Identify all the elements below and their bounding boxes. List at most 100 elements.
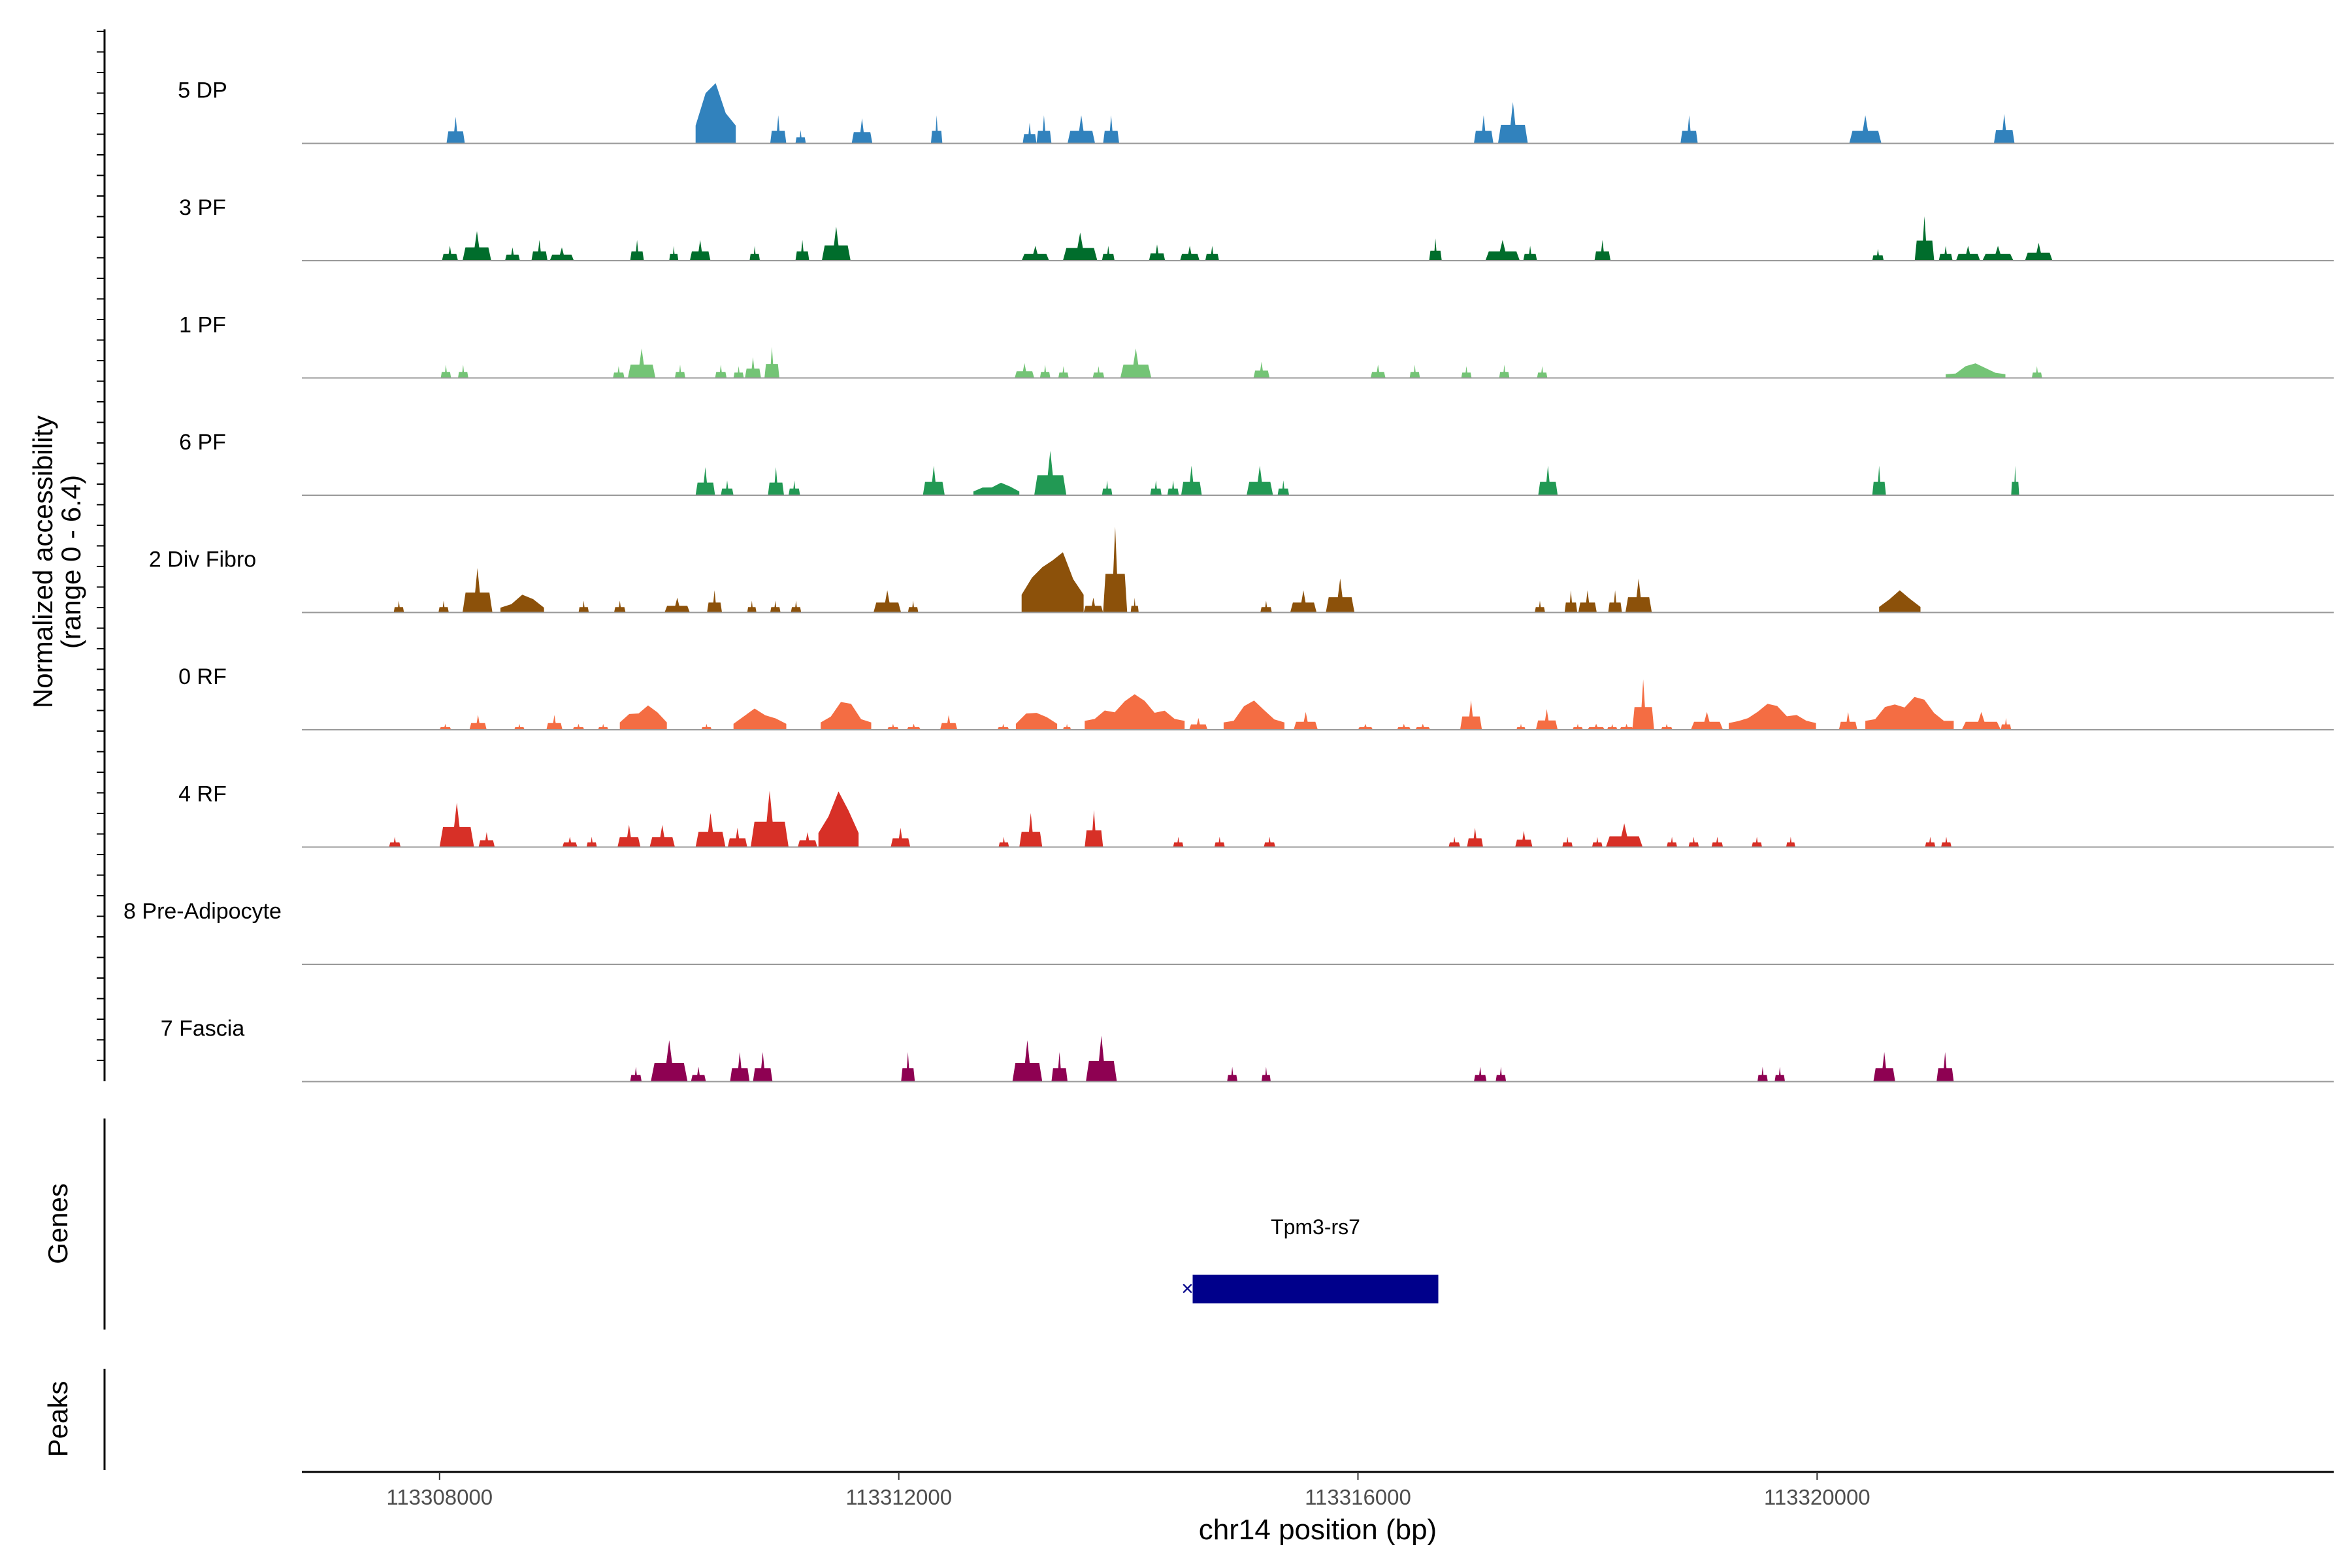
coverage-peak bbox=[795, 240, 809, 261]
coverage-peak bbox=[901, 1052, 915, 1082]
x-axis-ticks: 113308000 113312000 113316000 113320000 bbox=[386, 1472, 1870, 1509]
coverage-peak bbox=[1181, 465, 1202, 495]
coverage-peak bbox=[630, 1066, 642, 1082]
coverage-peak bbox=[1564, 590, 1578, 613]
coverage-peak bbox=[669, 246, 679, 261]
coverage-peak bbox=[1516, 723, 1526, 730]
coverage-peak bbox=[701, 723, 712, 730]
coverage-peak bbox=[1523, 246, 1537, 261]
coverage-peak bbox=[1051, 1052, 1068, 1082]
coverage-peak bbox=[2011, 465, 2019, 495]
gene-body bbox=[1192, 1275, 1439, 1303]
coverage-peak bbox=[1015, 713, 1058, 730]
track-label: 7 Fascia bbox=[161, 1017, 245, 1041]
coverage-peak bbox=[1474, 1066, 1487, 1082]
coverage-peak bbox=[1661, 723, 1673, 730]
coverage-peak bbox=[887, 723, 899, 730]
coverage-peak bbox=[617, 825, 641, 847]
coverage-peak bbox=[751, 791, 789, 847]
coverage-peak bbox=[1460, 700, 1482, 730]
coverage-peak bbox=[1578, 590, 1597, 613]
coverage-peak bbox=[1149, 244, 1166, 261]
coverage-peak bbox=[1495, 1066, 1507, 1082]
strand-arrow-icon: × bbox=[1181, 1277, 1194, 1300]
coverage-peak bbox=[1036, 115, 1052, 144]
coverage-peak bbox=[1022, 122, 1037, 144]
coverage-peak bbox=[2031, 366, 2042, 378]
coverage-peak bbox=[505, 247, 520, 261]
y-axis-label-range: (range 0 - 6.4) bbox=[56, 475, 86, 649]
coverage-peak bbox=[1085, 694, 1185, 730]
track-5-dp bbox=[302, 83, 2334, 144]
coverage-peak bbox=[562, 836, 578, 847]
coverage-peak bbox=[1092, 366, 1105, 378]
coverage-peak bbox=[770, 115, 787, 144]
coverage-peak bbox=[1253, 361, 1270, 378]
coverage-peak bbox=[707, 590, 723, 613]
coverage-peak bbox=[691, 1066, 706, 1082]
coverage-peak bbox=[1620, 723, 1634, 730]
x-tick-label: 113320000 bbox=[1764, 1485, 1870, 1509]
track-7-fascia bbox=[302, 1036, 2334, 1083]
coverage-peak bbox=[1872, 465, 1886, 495]
coverage-peak bbox=[1941, 836, 1952, 847]
coverage-peak bbox=[998, 836, 1009, 847]
coverage-peak bbox=[1711, 836, 1723, 847]
coverage-peak bbox=[874, 590, 902, 613]
coverage-peak bbox=[695, 467, 715, 495]
coverage-peak bbox=[907, 600, 919, 613]
coverage-peak bbox=[1227, 1066, 1237, 1082]
coverage-peak bbox=[613, 366, 625, 378]
coverage-peak bbox=[586, 836, 597, 847]
track-6-pf bbox=[302, 451, 2334, 496]
gene-annotations: × Tpm3-rs7 bbox=[1181, 1215, 1439, 1303]
coverage-peak bbox=[1607, 723, 1618, 730]
coverage-peak bbox=[649, 825, 675, 847]
coverage-peak bbox=[770, 600, 781, 613]
coverage-peak bbox=[1573, 723, 1583, 730]
coverage-peak bbox=[923, 465, 945, 495]
coverage-peak bbox=[1515, 830, 1533, 847]
gene-tpm3-rs7: × Tpm3-rs7 bbox=[1181, 1215, 1439, 1303]
coverage-peak bbox=[478, 832, 495, 847]
coverage-peak bbox=[1838, 711, 1857, 730]
track-label: 2 Div Fibro bbox=[149, 547, 256, 572]
coverage-peak bbox=[1535, 600, 1545, 613]
coverage-peak bbox=[1103, 527, 1128, 613]
coverage-peak bbox=[939, 715, 958, 730]
x-axis-label: chr14 position (bp) bbox=[1199, 1514, 1437, 1546]
coverage-peak bbox=[619, 705, 667, 730]
coverage-peak bbox=[1189, 717, 1208, 730]
coverage-peak bbox=[1497, 102, 1528, 144]
coverage-peak bbox=[1039, 365, 1051, 378]
coverage-peak bbox=[1729, 704, 1816, 730]
track-labels: 5 DP 3 PF 1 PF 6 PF 2 Div Fibro 0 RF 4 RF 8 Pre… bbox=[123, 78, 282, 1041]
coverage-peak bbox=[1021, 246, 1049, 261]
coverage-peak bbox=[1606, 823, 1643, 847]
track-4-rf bbox=[302, 791, 2334, 848]
track-label: 1 PF bbox=[179, 313, 226, 338]
coverage-peak bbox=[1849, 115, 1882, 144]
coverage-peak bbox=[1167, 480, 1179, 495]
coverage-peak bbox=[1872, 248, 1884, 261]
coverage-peak bbox=[1086, 1036, 1117, 1082]
track-2-div-fibro bbox=[302, 527, 2334, 613]
coverage-peak bbox=[973, 482, 1020, 495]
track-0-rf bbox=[302, 679, 2334, 730]
y-axis-label: Normalized accessibility bbox=[27, 416, 58, 708]
coverage-peak bbox=[1015, 363, 1034, 378]
coverage-peak bbox=[1261, 1066, 1271, 1082]
peaks-label: Peaks bbox=[42, 1381, 73, 1458]
coverage-peak bbox=[1409, 365, 1420, 378]
coverage-peak bbox=[851, 118, 873, 144]
coverage-peak bbox=[1467, 828, 1483, 847]
coverage-peak bbox=[733, 708, 787, 730]
coverage-peak bbox=[1021, 552, 1084, 613]
coverage-peak bbox=[1946, 363, 2006, 378]
coverage-peak bbox=[1264, 836, 1275, 847]
coverage-peak bbox=[1397, 723, 1411, 730]
coverage-peak bbox=[1592, 836, 1603, 847]
coverage-peak bbox=[930, 115, 943, 144]
coverage-peak bbox=[818, 791, 859, 847]
coverage-peak bbox=[1429, 238, 1442, 261]
